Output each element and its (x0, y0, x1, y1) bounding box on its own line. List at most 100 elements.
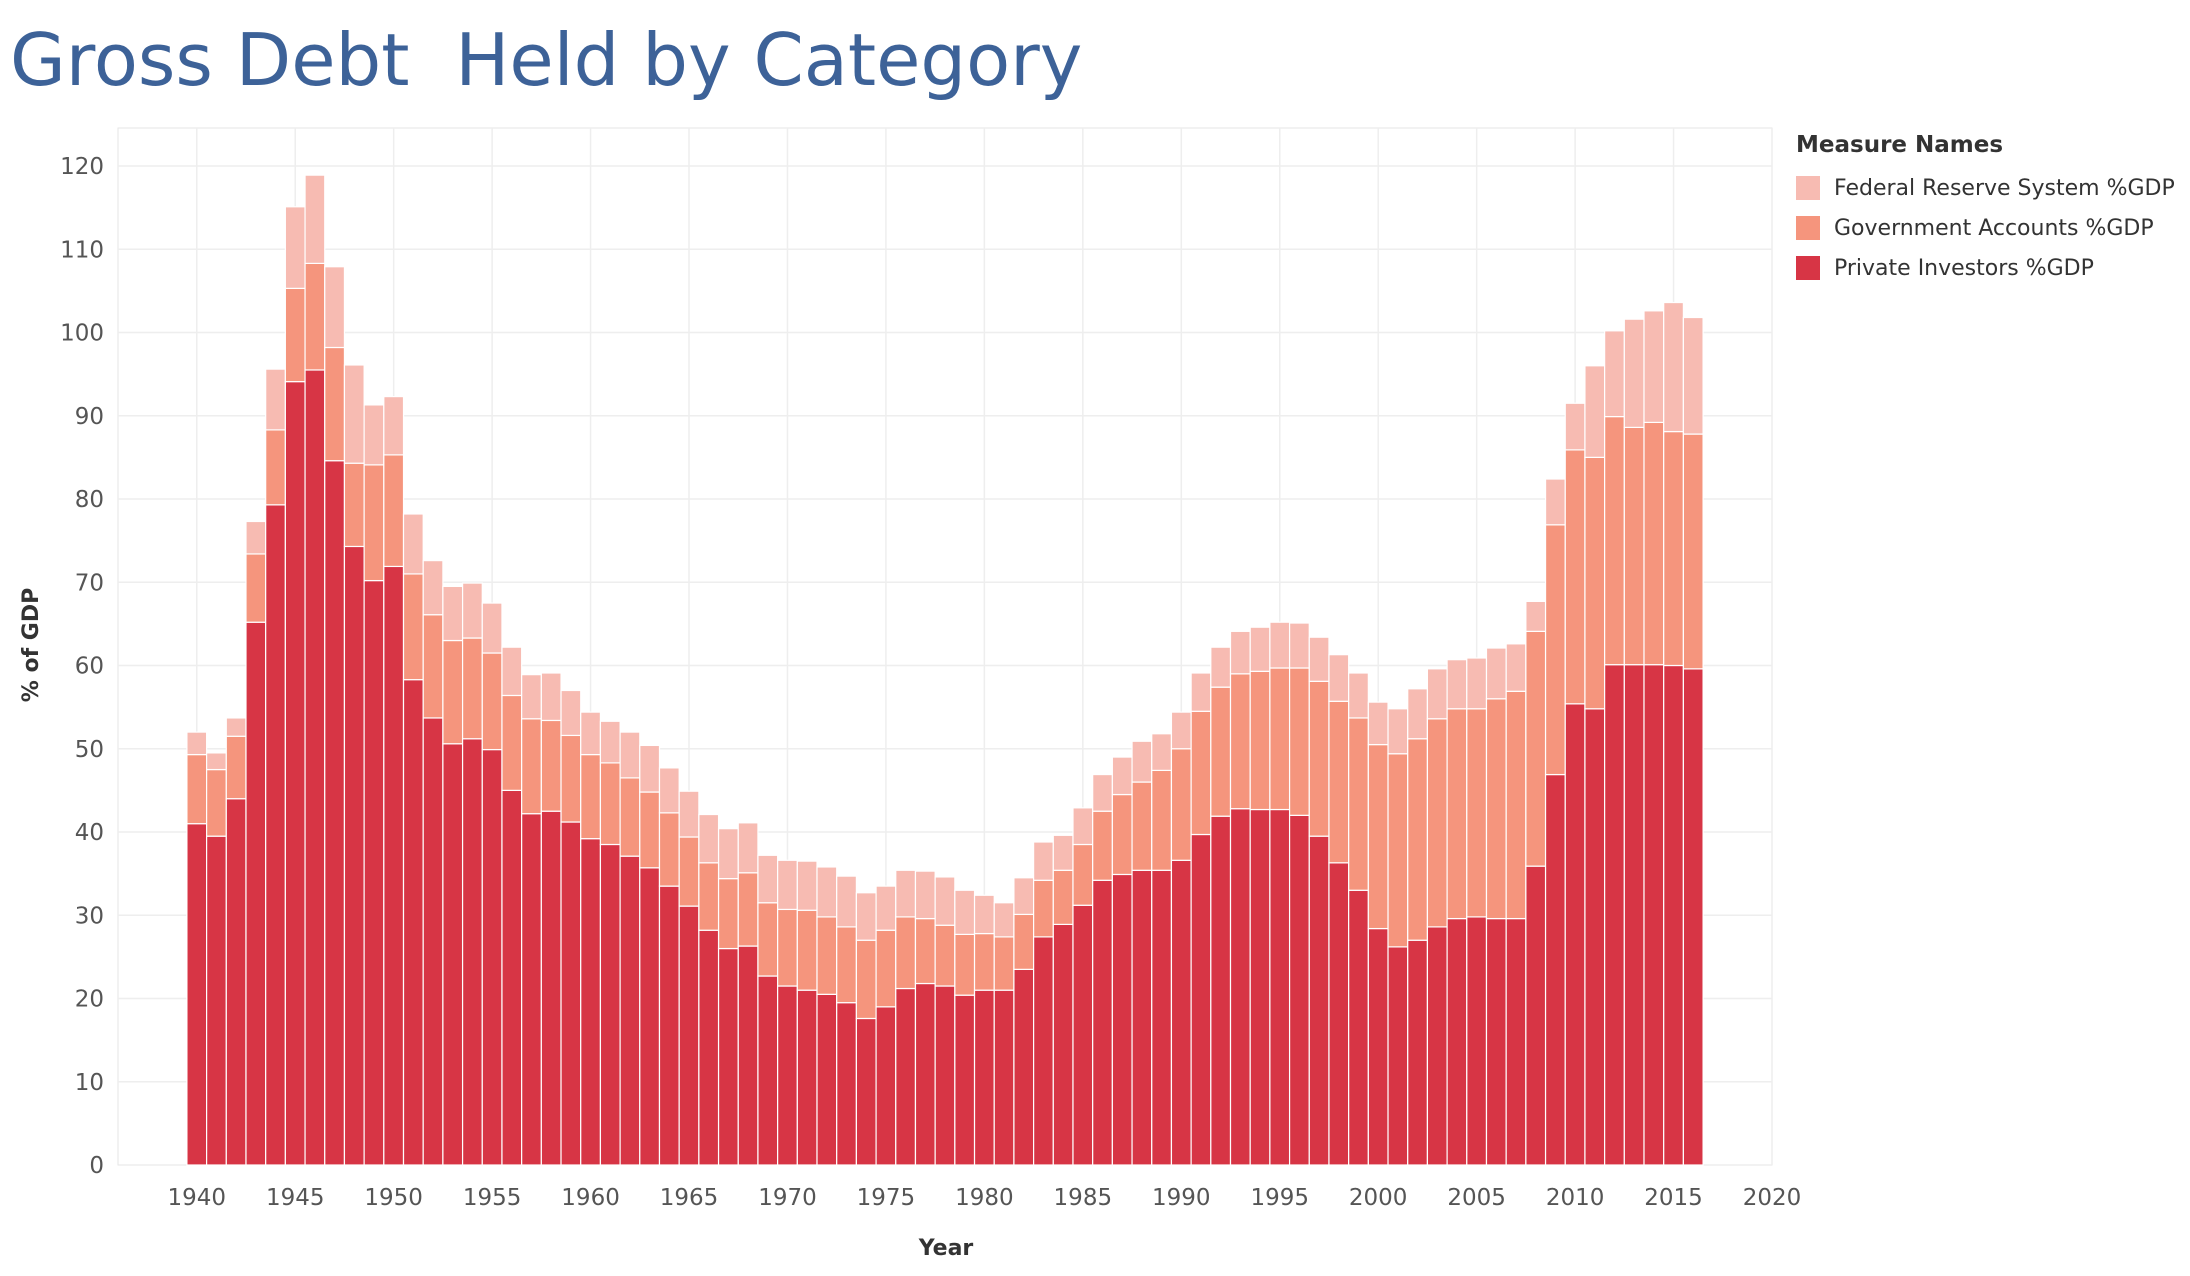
bar-government-accounts[interactable] (1092, 810, 1113, 881)
bar-private-investors[interactable] (265, 504, 286, 1166)
bar-government-accounts[interactable] (461, 637, 483, 740)
bar-federal-reserve[interactable] (1604, 330, 1625, 418)
bar-federal-reserve[interactable] (619, 731, 641, 779)
bar-government-accounts[interactable] (560, 734, 582, 823)
bar-federal-reserve[interactable] (1229, 630, 1251, 675)
bar-government-accounts[interactable] (324, 346, 346, 462)
bar-government-accounts[interactable] (658, 812, 680, 887)
bar-government-accounts[interactable] (1446, 708, 1468, 920)
bar-private-investors[interactable] (461, 738, 483, 1166)
bar-private-investors[interactable] (1013, 968, 1035, 1166)
bar-federal-reserve[interactable] (816, 866, 838, 918)
bar-federal-reserve[interactable] (501, 646, 523, 697)
bar-private-investors[interactable] (639, 867, 661, 1166)
bar-private-investors[interactable] (973, 989, 995, 1166)
bar-private-investors[interactable] (1623, 664, 1645, 1166)
bar-private-investors[interactable] (343, 545, 365, 1166)
bar-federal-reserve[interactable] (1407, 688, 1429, 740)
bar-government-accounts[interactable] (1249, 670, 1271, 811)
bar-private-investors[interactable] (737, 945, 759, 1166)
bar-private-investors[interactable] (993, 989, 1015, 1166)
bar-federal-reserve[interactable] (304, 174, 326, 265)
bar-government-accounts[interactable] (1288, 667, 1310, 816)
bar-government-accounts[interactable] (973, 932, 995, 991)
bar-government-accounts[interactable] (225, 735, 247, 800)
bar-government-accounts[interactable] (639, 791, 661, 869)
bar-federal-reserve[interactable] (1505, 643, 1527, 692)
bar-private-investors[interactable] (895, 987, 917, 1166)
bar-government-accounts[interactable] (265, 429, 286, 506)
bar-government-accounts[interactable] (875, 929, 897, 1008)
bar-federal-reserve[interactable] (1151, 733, 1173, 771)
bar-federal-reserve[interactable] (599, 720, 621, 764)
bar-government-accounts[interactable] (1210, 686, 1232, 817)
bar-government-accounts[interactable] (1131, 781, 1153, 871)
bar-federal-reserve[interactable] (1466, 657, 1488, 710)
bar-private-investors[interactable] (1485, 917, 1507, 1166)
bar-federal-reserve[interactable] (1170, 711, 1192, 750)
bar-private-investors[interactable] (1525, 865, 1547, 1166)
bar-government-accounts[interactable] (1584, 456, 1606, 710)
bar-federal-reserve[interactable] (481, 602, 503, 654)
bar-government-accounts[interactable] (993, 936, 1015, 991)
bar-private-investors[interactable] (402, 679, 424, 1166)
bar-government-accounts[interactable] (1328, 700, 1350, 864)
bar-federal-reserve[interactable] (1446, 659, 1468, 710)
bar-federal-reserve[interactable] (1288, 622, 1310, 669)
bar-federal-reserve[interactable] (383, 396, 405, 456)
bar-private-investors[interactable] (934, 985, 956, 1166)
bar-federal-reserve[interactable] (875, 885, 897, 931)
bar-government-accounts[interactable] (501, 694, 523, 791)
bar-private-investors[interactable] (777, 985, 798, 1166)
bar-government-accounts[interactable] (895, 916, 917, 990)
bar-federal-reserve[interactable] (1308, 636, 1330, 682)
bar-government-accounts[interactable] (1387, 753, 1409, 948)
bar-private-investors[interactable] (757, 975, 779, 1166)
bar-federal-reserve[interactable] (1525, 600, 1547, 632)
bar-private-investors[interactable] (1387, 946, 1409, 1166)
bar-government-accounts[interactable] (383, 454, 405, 568)
bar-federal-reserve[interactable] (1269, 621, 1291, 669)
bar-government-accounts[interactable] (678, 836, 700, 907)
bar-federal-reserve[interactable] (639, 744, 661, 793)
bar-government-accounts[interactable] (1190, 710, 1212, 836)
bar-federal-reserve[interactable] (1052, 834, 1074, 871)
bar-private-investors[interactable] (954, 994, 976, 1166)
bar-government-accounts[interactable] (1033, 879, 1054, 938)
bar-private-investors[interactable] (560, 821, 582, 1166)
bar-government-accounts[interactable] (1564, 449, 1586, 705)
bar-federal-reserve[interactable] (678, 790, 700, 838)
bar-private-investors[interactable] (1249, 808, 1271, 1166)
bar-private-investors[interactable] (245, 621, 267, 1166)
bar-federal-reserve[interactable] (324, 266, 346, 349)
bar-government-accounts[interactable] (1544, 524, 1566, 776)
bar-federal-reserve[interactable] (1426, 668, 1448, 720)
bar-federal-reserve[interactable] (422, 560, 444, 616)
bar-federal-reserve[interactable] (1485, 647, 1507, 700)
bar-private-investors[interactable] (599, 843, 621, 1166)
bar-federal-reserve[interactable] (1564, 402, 1586, 451)
bar-government-accounts[interactable] (1623, 426, 1645, 666)
bar-federal-reserve[interactable] (934, 876, 956, 926)
bar-government-accounts[interactable] (1466, 708, 1488, 918)
bar-government-accounts[interactable] (343, 462, 365, 548)
bar-government-accounts[interactable] (304, 262, 326, 371)
bar-private-investors[interactable] (1426, 926, 1448, 1166)
bar-federal-reserve[interactable] (521, 674, 542, 720)
bar-government-accounts[interactable] (1229, 673, 1251, 810)
bar-federal-reserve[interactable] (1584, 365, 1606, 458)
bar-federal-reserve[interactable] (1643, 310, 1665, 424)
bar-private-investors[interactable] (1663, 664, 1684, 1166)
bar-private-investors[interactable] (1643, 664, 1665, 1166)
bar-government-accounts[interactable] (954, 933, 976, 996)
bar-government-accounts[interactable] (580, 753, 602, 840)
bar-private-investors[interactable] (225, 798, 247, 1166)
bar-federal-reserve[interactable] (836, 875, 857, 928)
bar-government-accounts[interactable] (855, 939, 877, 1020)
bar-government-accounts[interactable] (284, 287, 306, 383)
bar-government-accounts[interactable] (796, 909, 818, 991)
bar-private-investors[interactable] (619, 855, 641, 1166)
bar-federal-reserve[interactable] (186, 731, 208, 756)
bar-private-investors[interactable] (363, 579, 385, 1166)
bar-government-accounts[interactable] (1407, 738, 1429, 941)
